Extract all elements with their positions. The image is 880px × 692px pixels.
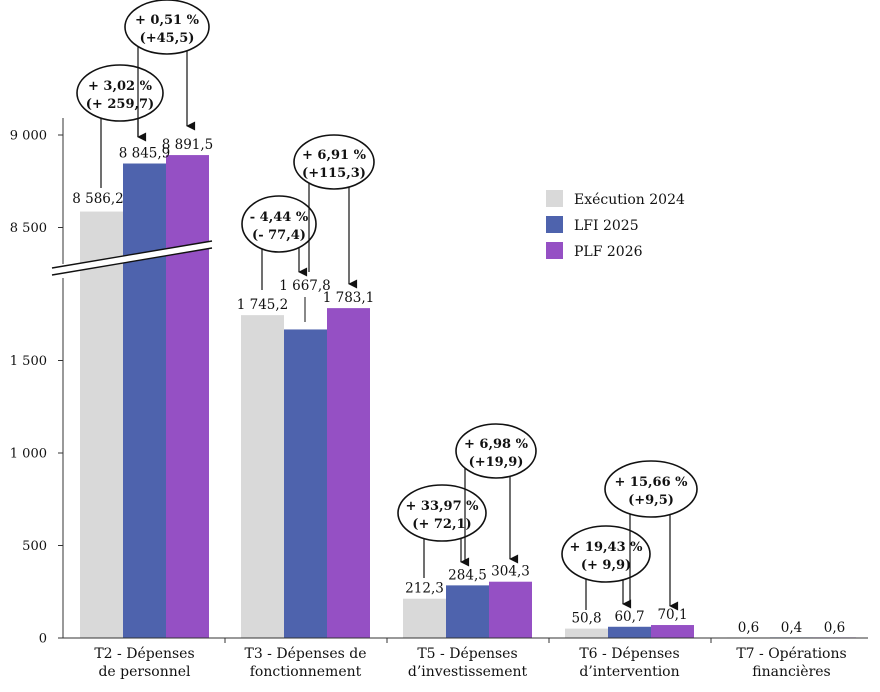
legend-swatch-plf-2026 <box>546 242 563 259</box>
annotation-bubble <box>455 423 537 479</box>
y-tick-label: 1 500 <box>10 354 47 369</box>
legend-swatch-execution-2024 <box>546 190 563 207</box>
value-label: 304,3 <box>491 564 530 580</box>
annotation-text: + 19,43 % <box>569 540 643 555</box>
bar-execution-2024-2 <box>241 315 284 638</box>
bar-execution-2024-1 <box>80 211 123 639</box>
annotation-text: + 3,02 % <box>88 79 153 94</box>
variation-annotations-layer: + 3,02 % (+ 259,7) + 0,51 % (+45,5) - 4,44 %… <box>76 0 698 611</box>
value-labels-layer: 8 586,2 1 745,2 212,3 50,8 0,6 8 845,9 1 667,8… <box>72 137 845 636</box>
annotation-text: + 15,66 % <box>614 475 688 490</box>
annotation-text: + 6,98 % <box>464 437 529 452</box>
category-label: fonctionnement <box>250 664 362 680</box>
axis-break-gap <box>52 241 212 275</box>
category-label: d’investissement <box>408 664 528 680</box>
annotation-bubble <box>561 525 651 583</box>
y-tick-label: 1 000 <box>10 447 47 462</box>
annotation-text: (+ 9,9) <box>581 558 631 573</box>
value-label: 60,7 <box>614 609 644 625</box>
annotation-text: - 4,44 % <box>250 210 309 225</box>
value-label: 284,5 <box>448 567 487 583</box>
category-label: T5 - Dépenses <box>417 646 517 662</box>
y-tick-label: 0 <box>39 632 47 647</box>
annotation-text: + 0,51 % <box>135 13 200 28</box>
value-label: 50,8 <box>571 611 601 627</box>
value-label: 0,6 <box>824 620 845 636</box>
bar-lfi-2025-2 <box>284 329 327 638</box>
category-label: d’intervention <box>579 664 679 680</box>
annotation-text: + 33,97 % <box>405 499 479 514</box>
category-label: T7 - Opérations <box>736 646 846 662</box>
value-label: 1 783,1 <box>323 290 375 306</box>
annotation-text: (+9,5) <box>628 493 674 508</box>
value-label: 1 745,2 <box>237 297 289 313</box>
bar-plf-2026-4 <box>651 625 694 638</box>
category-label: T2 - Dépenses <box>94 646 194 662</box>
y-tick-label: 500 <box>22 539 47 554</box>
category-label: financières <box>752 664 830 680</box>
annotation-text: (+45,5) <box>140 31 195 46</box>
value-label: 8 891,5 <box>162 137 214 153</box>
legend-label-plf-2026: PLF 2026 <box>574 244 643 260</box>
annotation-text: (+19,9) <box>469 455 524 470</box>
bars-layer <box>80 155 856 639</box>
bar-lfi-2025-3 <box>446 585 489 638</box>
value-label: 8 845,9 <box>119 146 171 162</box>
annotation-bubble <box>604 460 698 518</box>
annotation-text: (+ 72,1) <box>412 517 471 532</box>
value-label: 212,3 <box>405 581 444 597</box>
y-tick-label: 8 500 <box>10 221 47 236</box>
annotation-bubble <box>293 134 375 190</box>
bar-plf-2026-2 <box>327 308 370 638</box>
bar-lfi-2025-1 <box>123 163 166 639</box>
value-label: 8 586,2 <box>72 191 124 207</box>
annotation-text: + 6,91 % <box>302 148 367 163</box>
bar-execution-2024-3 <box>403 598 446 638</box>
value-label: 0,4 <box>781 620 802 636</box>
bar-plf-2026-1 <box>166 155 209 638</box>
value-label: 1 667,8 <box>279 278 331 294</box>
value-label: 0,6 <box>738 620 759 636</box>
annotation-text: (- 77,4) <box>252 228 306 243</box>
bar-lfi-2025-4 <box>608 626 651 638</box>
annotation-bubble <box>397 484 487 542</box>
y-tick-label: 9 000 <box>10 129 47 144</box>
axes-layer: 0 500 1 000 1 500 8 500 9 000 T2 - Dépenses de … <box>10 118 868 680</box>
legend-label-lfi-2025: LFI 2025 <box>574 218 639 234</box>
axis-break-line <box>51 240 213 269</box>
bar-plf-2026-3 <box>489 581 532 638</box>
annotation-text: (+115,3) <box>302 166 366 181</box>
legend-label-execution-2024: Exécution 2024 <box>574 192 685 208</box>
annotation-bubble <box>124 0 210 55</box>
category-label: T3 - Dépenses de <box>244 646 366 662</box>
bar-execution-2024-4 <box>565 628 608 638</box>
annotation-bubble <box>241 195 317 253</box>
value-label: 70,1 <box>657 607 687 623</box>
category-label: de personnel <box>98 664 191 680</box>
axis-break-line <box>51 247 213 276</box>
annotation-bubble <box>76 64 164 122</box>
annotation-text: (+ 259,7) <box>86 97 154 112</box>
legend-swatch-lfi-2025 <box>546 216 563 233</box>
legend: Exécution 2024 LFI 2025 PLF 2026 <box>546 190 685 260</box>
category-label: T6 - Dépenses <box>579 646 679 662</box>
